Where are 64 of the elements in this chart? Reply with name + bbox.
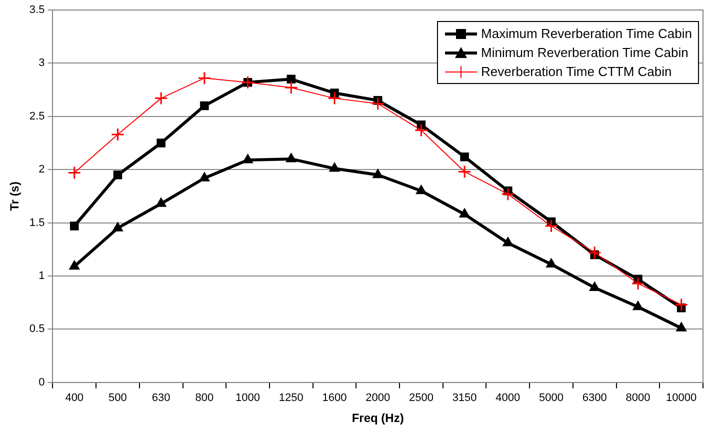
point xyxy=(416,184,426,194)
point xyxy=(156,138,166,148)
x-tick-label: 5000 xyxy=(539,392,564,404)
point xyxy=(460,152,469,162)
point xyxy=(546,258,557,268)
point xyxy=(502,237,514,246)
point xyxy=(113,170,122,180)
point xyxy=(154,92,168,106)
y-tick-label: 2 xyxy=(38,164,45,176)
point xyxy=(70,222,79,230)
point xyxy=(68,166,82,180)
point xyxy=(501,187,515,201)
point xyxy=(284,80,298,94)
point xyxy=(110,128,124,142)
point xyxy=(199,172,210,182)
x-tick-label: 400 xyxy=(65,392,84,404)
point xyxy=(588,246,602,260)
x-tick-label: 1000 xyxy=(236,392,260,404)
point xyxy=(286,74,296,84)
x-tick-label: 10000 xyxy=(666,392,697,404)
y-tick-label: 0.5 xyxy=(29,323,45,336)
x-tick-label: 8000 xyxy=(626,392,650,404)
x-tick-label: 2500 xyxy=(408,392,434,404)
point xyxy=(632,300,644,310)
point xyxy=(414,123,428,137)
point xyxy=(674,298,688,312)
point xyxy=(286,152,296,162)
point xyxy=(631,276,645,290)
x-tick-label: 630 xyxy=(152,392,170,404)
point xyxy=(69,260,80,270)
point xyxy=(458,164,472,178)
x-axis-title: Freq (Hz) xyxy=(352,411,404,426)
point xyxy=(329,162,340,172)
y-tick-label: 3 xyxy=(38,57,45,70)
x-tick-label: 4000 xyxy=(496,392,520,404)
point xyxy=(198,71,212,85)
point xyxy=(241,76,255,90)
point xyxy=(200,101,209,110)
y-tick-label: 2.5 xyxy=(29,110,45,122)
point xyxy=(372,168,384,178)
point xyxy=(459,208,470,218)
point xyxy=(371,96,385,110)
y-tick-label: 0 xyxy=(38,376,45,388)
point xyxy=(676,322,687,332)
x-tick-label: 1250 xyxy=(278,392,304,404)
point xyxy=(112,222,123,232)
legend-label: Reverberation Time CTTM Cabin xyxy=(481,63,672,81)
x-tick-label: 800 xyxy=(195,392,214,404)
x-tick-label: 2000 xyxy=(366,392,390,404)
y-tick-label: 1 xyxy=(38,270,45,282)
y-axis-title: Tr (s) xyxy=(8,182,22,211)
y-tick-label: 3.5 xyxy=(29,4,45,16)
x-tick-label: 1600 xyxy=(322,392,347,404)
point xyxy=(242,154,254,164)
x-tick-label: 6300 xyxy=(582,392,607,404)
x-tick-label: 500 xyxy=(108,392,127,404)
legend-label: Minimum Reverberation Time Cabin xyxy=(481,44,688,62)
point xyxy=(544,219,558,233)
point xyxy=(589,282,600,291)
point xyxy=(156,198,166,207)
y-tick-label: 1.5 xyxy=(29,216,45,229)
x-tick-label: 3150 xyxy=(452,392,477,404)
point xyxy=(328,92,342,106)
legend-label: Maximum Reverberation Time Cabin xyxy=(481,25,692,43)
